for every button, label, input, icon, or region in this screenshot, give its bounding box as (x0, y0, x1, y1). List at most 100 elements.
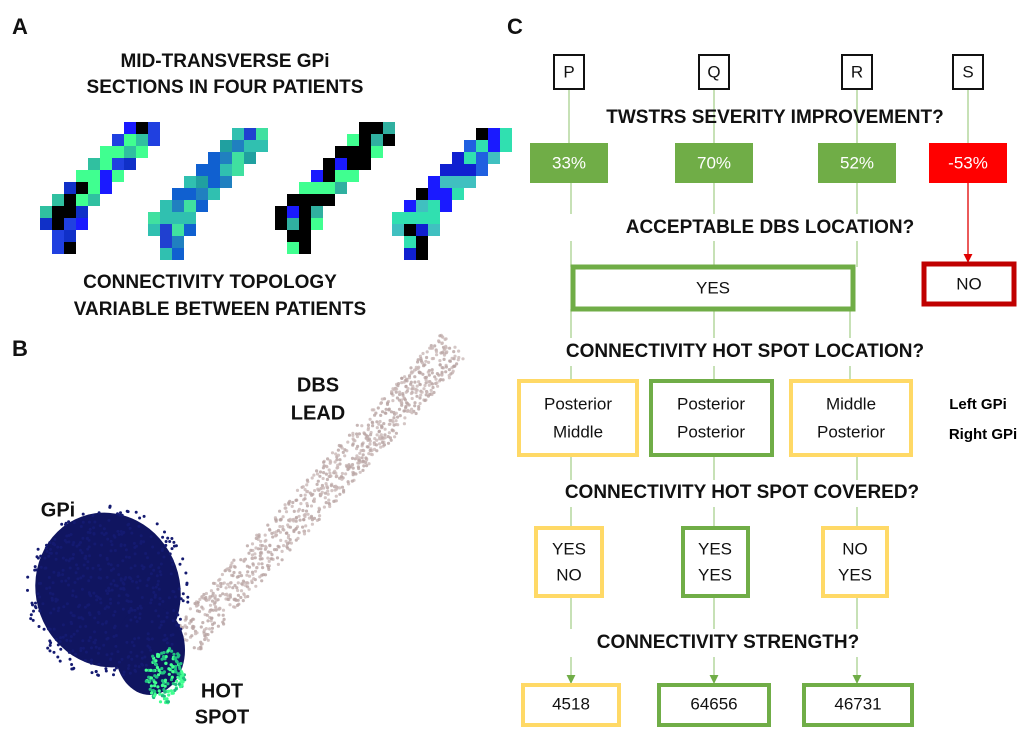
lead-point (338, 444, 341, 447)
voxel (323, 158, 335, 170)
hotspot-point (180, 671, 183, 674)
lead-point (218, 607, 221, 610)
gpi-point (156, 574, 159, 577)
hotspot-point (159, 700, 162, 703)
gpi-point (110, 540, 113, 543)
gpi-point (101, 623, 104, 626)
lead-point (234, 566, 237, 569)
gpi-point (91, 671, 94, 674)
voxel (148, 122, 160, 134)
voxel (335, 170, 347, 182)
gpi-point (120, 577, 123, 580)
gpi-point (122, 531, 125, 534)
lead-point (243, 558, 246, 561)
gpi-point (134, 616, 137, 619)
gpi-point (37, 557, 40, 560)
voxel (76, 182, 88, 194)
lead-point (419, 394, 422, 397)
gpi-point (89, 636, 92, 639)
gpi-point (157, 580, 160, 583)
lead-point (391, 399, 394, 402)
lead-point (219, 594, 222, 597)
gpi-point (93, 641, 96, 644)
lead-point (217, 598, 220, 601)
gpi-point (69, 658, 72, 661)
lead-point (326, 457, 329, 460)
lead-point (282, 528, 285, 531)
gpi-point (77, 605, 80, 608)
lead-point (329, 460, 332, 463)
gpi-point (57, 609, 60, 612)
lead-point (261, 566, 264, 569)
lead-point (216, 584, 219, 587)
lead-point (249, 549, 252, 552)
gpi-point (136, 655, 139, 658)
gpi-point (186, 596, 189, 599)
lead-point (288, 548, 291, 551)
gpi-point (71, 650, 74, 653)
lead-point (356, 424, 359, 427)
voxel (299, 206, 311, 218)
lead-point (416, 389, 419, 392)
gpi-point (95, 646, 98, 649)
gpi-point (112, 567, 115, 570)
voxel (52, 194, 64, 206)
gpi-point (69, 558, 72, 561)
lead-point (237, 581, 240, 584)
gpi-point (141, 657, 144, 660)
patient-id: P (563, 62, 574, 81)
location: Middle (553, 422, 603, 441)
hotspot-point (178, 683, 181, 686)
lead-point (243, 593, 246, 596)
lead-point (306, 479, 309, 482)
voxel (64, 182, 76, 194)
lead-point (378, 430, 381, 433)
lead-point (441, 341, 444, 344)
gpi-point (120, 543, 123, 546)
gpi-point (131, 641, 134, 644)
location: Posterior (817, 422, 885, 441)
voxel (371, 134, 383, 146)
answer: YES (696, 278, 730, 297)
voxel (196, 200, 208, 212)
gpi-point (136, 587, 139, 590)
panel-label: B (12, 336, 28, 361)
gpi-point (119, 587, 122, 590)
improvement-boxes: 33% 70% 52% -53% (530, 143, 1007, 183)
lead-point (310, 516, 313, 519)
covered: NO (556, 565, 582, 584)
lead-point (358, 456, 361, 459)
voxel (184, 188, 196, 200)
gpi-point (157, 615, 160, 618)
lead-point (251, 542, 254, 545)
lead-point (322, 477, 325, 480)
gpi-point (158, 588, 161, 591)
lead-point (258, 575, 261, 578)
gpi-point (108, 589, 111, 592)
gpi-point (49, 612, 52, 615)
lead-point (193, 646, 196, 649)
gpi-point (151, 637, 154, 640)
gpi-point (53, 651, 56, 654)
lead-point (273, 548, 276, 551)
panel-label: C (507, 14, 523, 39)
hotspot-point (177, 654, 180, 657)
gpi-point (89, 528, 92, 531)
gpi-point (125, 556, 128, 559)
lead-point (307, 529, 310, 532)
voxel (64, 206, 76, 218)
lead-point (226, 598, 229, 601)
lead-point (410, 411, 413, 414)
gpi-point (164, 544, 167, 547)
voxel (76, 218, 88, 230)
voxel (136, 146, 148, 158)
gpi-point (34, 602, 37, 605)
lead-point (399, 414, 402, 417)
gpi-point (117, 650, 120, 653)
lead-point (410, 387, 413, 390)
gpi-point (130, 567, 133, 570)
lead-point (274, 534, 277, 537)
lead-point (312, 474, 315, 477)
hotspot-point (150, 684, 153, 687)
lead-point (255, 566, 258, 569)
